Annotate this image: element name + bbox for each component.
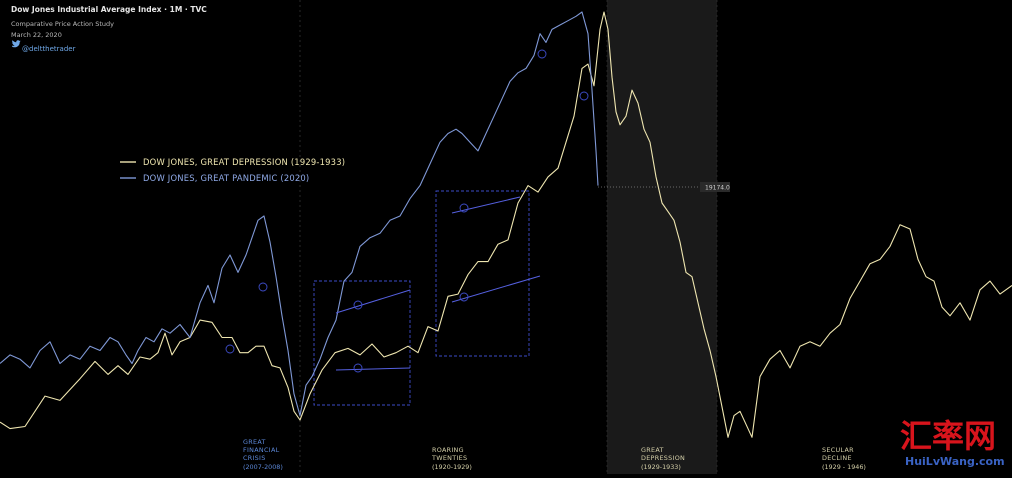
pattern-box-2 (435, 190, 530, 357)
chart-title: Dow Jones Industrial Average Index · 1M … (11, 5, 207, 14)
era-label-line: DEPRESSION (641, 454, 685, 462)
series-line-depression (0, 11, 1012, 438)
era-gfc: GREAT FINANCIAL CRISIS (2007-2008) (243, 438, 283, 471)
chart-subtitle: Comparative Price Action Study (11, 20, 114, 28)
era-label-line: GREAT (243, 438, 266, 446)
peak-marker (225, 344, 235, 354)
watermark-en: HuiLvWang.com (905, 455, 1005, 468)
era-secular-decline: SECULAR DECLINE (1929 - 1946) (822, 446, 866, 471)
era-label-line: CRISIS (243, 454, 266, 462)
twitter-icon (12, 40, 21, 48)
era-range: (1920-1929) (432, 463, 472, 471)
era-range: (1929 - 1946) (822, 463, 866, 471)
era-label-line: DECLINE (822, 454, 852, 462)
era-great-depression: GREAT DEPRESSION (1929-1933) (641, 446, 685, 471)
pivot-marker (459, 203, 469, 213)
peak-marker (258, 282, 268, 292)
pivot-marker (353, 300, 363, 310)
era-label-line: SECULAR (822, 446, 854, 454)
era-range: (2007-2008) (243, 463, 283, 471)
era-label-line: TWENTIES (431, 454, 467, 462)
author-handle: @deltthetrader (22, 45, 76, 53)
pattern-box-1 (313, 280, 411, 406)
pivot-marker (459, 292, 469, 302)
era-range: (1929-1933) (641, 463, 681, 471)
series-layer (0, 11, 1012, 438)
series-line-pandemic (0, 11, 599, 417)
watermark-cn: 汇率网 (900, 417, 996, 455)
peak-marker (579, 91, 589, 101)
chart-date: March 22, 2020 (11, 31, 62, 39)
era-label-line: ROARING (432, 446, 464, 454)
legend-label-depression: DOW JONES, GREAT DEPRESSION (1929-1933) (143, 157, 345, 167)
peak-marker (537, 49, 547, 59)
trendline-2 (335, 367, 411, 371)
trendline-4 (451, 275, 541, 303)
price-label-box (700, 182, 730, 192)
era-label-line: GREAT (641, 446, 664, 454)
legend-label-pandemic: DOW JONES, GREAT PANDEMIC (2020) (143, 173, 309, 183)
price-label: 19174.0 (705, 185, 730, 192)
depression-shade (607, 0, 717, 474)
trendline-1 (335, 289, 411, 314)
pivot-marker (353, 363, 363, 373)
era-roaring-twenties: ROARING TWENTIES (1920-1929) (431, 446, 472, 471)
era-label-line: FINANCIAL (243, 446, 280, 454)
trendline-3 (451, 196, 521, 214)
